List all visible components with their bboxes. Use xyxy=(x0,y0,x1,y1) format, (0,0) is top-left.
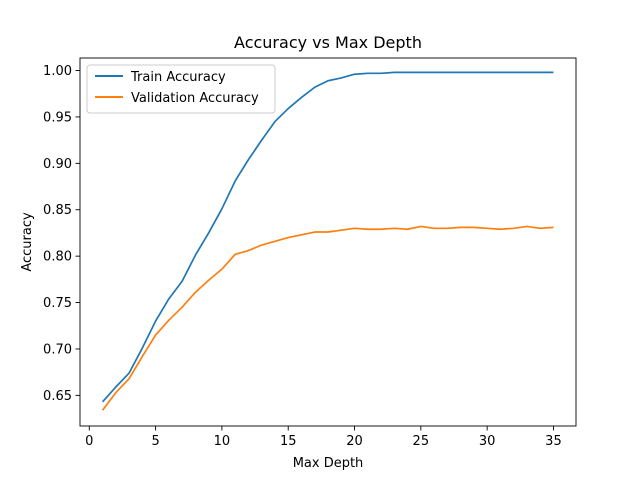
y-tick-label: 0.95 xyxy=(43,110,72,125)
train-accuracy-line xyxy=(101,71,554,403)
y-tick-label: 0.70 xyxy=(43,342,72,357)
x-axis: 0 5 10 15 20 25 30 35 xyxy=(85,426,562,449)
legend-label-validation: Validation Accuracy xyxy=(131,91,259,106)
x-tick-label: 10 xyxy=(214,434,231,449)
legend-label-train: Train Accuracy xyxy=(130,70,226,85)
plot-area xyxy=(79,57,577,427)
x-tick-label: 5 xyxy=(151,434,159,449)
x-tick-label: 35 xyxy=(545,434,562,449)
series-layer xyxy=(101,71,554,411)
y-tick-label: 0.85 xyxy=(43,203,72,218)
y-tick-label: 1.00 xyxy=(43,64,72,79)
plot-frame xyxy=(79,57,577,427)
y-tick-label: 0.65 xyxy=(43,389,72,404)
y-axis-label: Accuracy xyxy=(20,212,35,272)
plot-background xyxy=(80,58,576,426)
x-axis-label: Max Depth xyxy=(293,456,364,471)
x-tick-label: 0 xyxy=(85,434,93,449)
y-axis: 0.65 0.70 0.75 0.80 0.85 0.90 0.95 1.00 xyxy=(43,64,80,404)
x-tick-label: 30 xyxy=(479,434,496,449)
legend: Train Accuracy Validation Accuracy xyxy=(86,64,276,114)
chart-title: Accuracy vs Max Depth xyxy=(234,33,422,52)
x-tick-label: 15 xyxy=(280,434,297,449)
x-tick-label: 25 xyxy=(413,434,430,449)
y-tick-label: 0.80 xyxy=(43,250,72,265)
legend-box xyxy=(86,64,276,114)
y-tick-label: 0.75 xyxy=(43,296,72,311)
x-tick-label: 20 xyxy=(346,434,363,449)
y-tick-label: 0.90 xyxy=(43,157,72,172)
validation-accuracy-line xyxy=(101,225,554,411)
